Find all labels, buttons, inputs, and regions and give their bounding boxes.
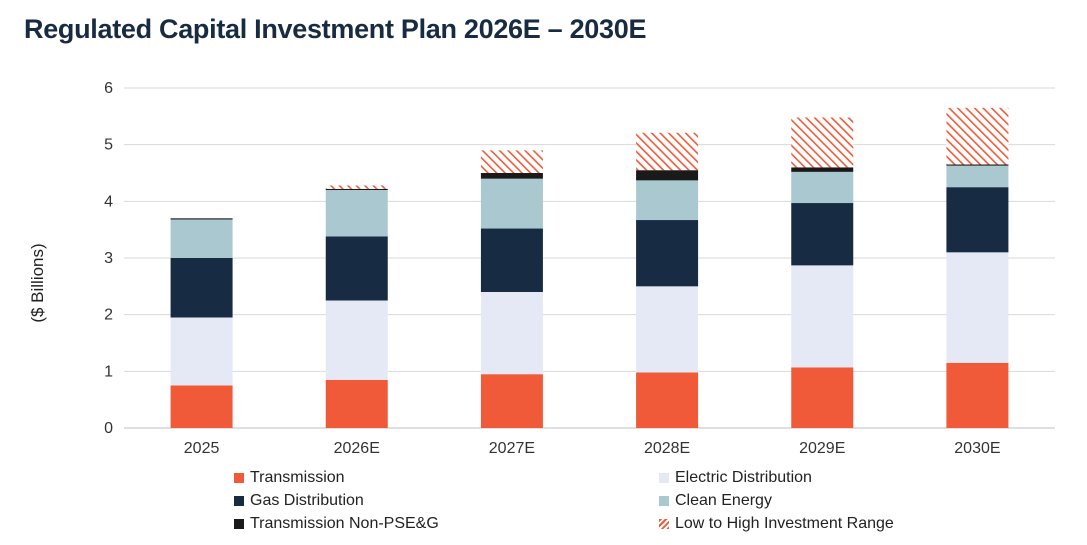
legend-label: Transmission [250,468,345,486]
legend-swatch [234,472,244,483]
bar-segment-clean-energy [791,171,854,204]
bar-segment-gas-distribution [325,236,388,301]
y-tick-label: 1 [104,363,113,380]
bar-segment-electric-distribution [636,286,699,373]
bar-segment-low-to-high-investment-range [791,117,854,168]
bar-segment-gas-distribution [791,203,854,266]
legend-label: Gas Distribution [250,491,364,509]
y-tick-label: 3 [104,250,113,267]
bar-segment-transmission [791,367,854,428]
x-tick-label: 2029E [799,440,845,457]
legend-item: Low to High Investment Range [659,514,994,533]
bar-segment-gas-distribution [946,187,1009,253]
y-tick-label: 5 [104,137,113,154]
x-tick-label: 2027E [489,440,535,457]
y-tick-label: 6 [104,80,113,97]
chart-title: Regulated Capital Investment Plan 2026E … [24,14,647,44]
legend-label: Transmission Non-PSE&G [250,514,439,532]
x-tick-label: 2030E [954,440,1000,457]
bar-segment-clean-energy [170,219,233,258]
y-tick-label: 4 [104,193,113,210]
bar-segment-electric-distribution [480,292,543,375]
legend-label: Electric Distribution [675,468,812,486]
bar-segment-clean-energy [946,165,1009,188]
legend-item: Gas Distribution [234,491,659,510]
bar-segment-clean-energy [480,178,543,229]
bar-segment-transmission [325,379,388,428]
bar-segment-transmission-non-pse-g [946,164,1009,166]
bar-segment-low-to-high-investment-range [946,107,1009,165]
bar-segment-low-to-high-investment-range [480,150,543,173]
legend-swatch [659,472,669,483]
legend-item: Transmission [234,468,659,487]
legend-label: Low to High Investment Range [675,514,894,532]
bar-segment-low-to-high-investment-range [325,185,388,189]
bar-segment-gas-distribution [170,258,233,318]
x-tick-label: 2028E [644,440,690,457]
bar-segment-transmission [170,385,233,428]
legend-item: Clean Energy [659,491,994,510]
legend-swatch [659,495,669,506]
bar-segment-transmission [480,374,543,428]
chart-legend: Transmission Electric Distribution Gas Dis… [234,468,994,533]
bar-segment-transmission-non-pse-g [636,170,699,181]
x-tick-label: 2025 [184,440,220,457]
legend-label: Clean Energy [675,491,772,509]
bar-segment-transmission [946,362,1009,428]
bar-segment-clean-energy [636,180,699,221]
y-tick-label: 0 [104,420,113,437]
bar-segment-gas-distribution [480,228,543,292]
bar-segment-clean-energy [325,190,388,237]
legend-item: Electric Distribution [659,468,994,487]
legend-item: Transmission Non-PSE&G [234,514,659,533]
bar-segment-low-to-high-investment-range [636,132,699,171]
legend-swatch [659,518,669,529]
bar-segment-gas-distribution [636,220,699,287]
legend-swatch [234,518,244,529]
y-tick-label: 2 [104,307,113,324]
bar-segment-transmission-non-pse-g [791,167,854,172]
bar-segment-electric-distribution [170,317,233,386]
bar-segment-transmission-non-pse-g [325,188,388,190]
bar-segment-electric-distribution [791,265,854,368]
bar-segment-transmission-non-pse-g [170,218,233,220]
x-tick-label: 2026E [334,440,380,457]
bar-segment-electric-distribution [325,300,388,380]
bar-segment-electric-distribution [946,252,1009,363]
bar-segment-transmission-non-pse-g [480,173,543,179]
legend-swatch [234,495,244,506]
bar-segment-transmission [636,372,699,428]
